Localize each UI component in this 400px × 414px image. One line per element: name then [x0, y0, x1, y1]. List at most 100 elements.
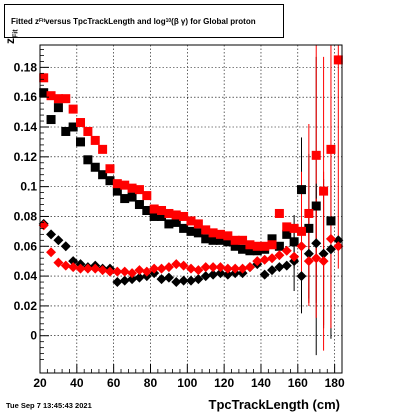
square-marker [157, 205, 167, 215]
square-marker [46, 115, 56, 125]
y-tick-label: 0.18 [14, 60, 38, 74]
square-marker [289, 237, 299, 247]
axis-ticks [39, 49, 336, 373]
diamond-marker [119, 266, 130, 277]
square-marker [282, 222, 292, 232]
y-axis-label-sub: Fit [12, 29, 20, 38]
diamond-marker [134, 265, 145, 276]
diamond-marker [325, 244, 336, 255]
square-marker [39, 73, 49, 83]
square-marker [83, 155, 93, 165]
diamond-marker [289, 251, 300, 262]
square-marker [201, 225, 211, 235]
diamond-marker [200, 262, 211, 273]
diamond-marker [68, 262, 79, 273]
diamond-marker [46, 247, 57, 258]
diamond-marker [296, 271, 307, 282]
square-marker [245, 246, 255, 256]
diamond-marker [208, 262, 219, 273]
data-markers [38, 55, 344, 288]
square-marker [238, 244, 248, 254]
y-tick-label: 0.02 [14, 299, 38, 313]
diamond-marker [178, 275, 189, 286]
square-marker [208, 228, 218, 238]
diamond-marker [237, 263, 248, 274]
x-tick-label: 100 [177, 376, 197, 390]
diamond-marker [303, 248, 314, 259]
square-marker [326, 144, 336, 154]
square-marker [39, 88, 49, 98]
square-marker [186, 216, 196, 226]
title-pre: Fitted z [11, 16, 39, 26]
square-marker [76, 137, 86, 147]
x-tick-label: 160 [288, 376, 308, 390]
diamond-marker [38, 220, 49, 231]
y-tick-label: 0.04 [14, 269, 38, 283]
square-marker [149, 204, 159, 214]
diamond-marker [244, 262, 255, 273]
square-marker [61, 94, 71, 104]
square-marker [171, 217, 181, 227]
square-marker [311, 150, 321, 160]
error-bars [293, 45, 339, 356]
square-marker [120, 180, 130, 190]
square-marker [208, 235, 218, 245]
square-marker [260, 241, 270, 251]
y-tick-label: 0.08 [14, 209, 38, 223]
y-tick-label: 0 [30, 329, 37, 343]
x-tick-label: 40 [70, 376, 84, 390]
square-marker [179, 223, 189, 233]
square-marker [120, 194, 130, 204]
diamond-marker [259, 269, 270, 280]
diamond-marker [149, 263, 160, 274]
y-tick-label: 0.06 [14, 239, 38, 253]
square-marker [230, 241, 240, 251]
diamond-marker [215, 268, 226, 279]
diamond-marker [163, 272, 174, 283]
square-marker [223, 237, 233, 247]
square-marker [289, 223, 299, 233]
square-marker [186, 226, 196, 236]
square-marker [326, 216, 336, 226]
diamond-marker [281, 245, 292, 256]
diamond-marker [90, 263, 101, 274]
diamond-marker [171, 277, 182, 288]
square-marker [105, 164, 115, 174]
diamond-marker [127, 268, 138, 279]
square-marker [223, 231, 233, 241]
chart-title: Fitted z Fit versus TpcTrackLength and lo… [4, 4, 284, 38]
square-marker [274, 208, 284, 218]
grid-lines [40, 45, 342, 373]
diamond-marker [186, 275, 196, 286]
y-axis-label-main: z [3, 38, 17, 44]
square-marker [238, 235, 248, 245]
diamond-marker [75, 263, 86, 274]
square-marker [142, 191, 152, 201]
plot-frame [39, 44, 343, 374]
diamond-marker [141, 266, 152, 277]
square-marker [333, 55, 343, 65]
square-marker [68, 104, 78, 114]
diamond-marker [60, 241, 71, 252]
x-tick-label: 20 [33, 376, 47, 390]
diamond-marker [68, 256, 79, 267]
square-marker [83, 126, 93, 136]
diamond-marker [60, 260, 71, 271]
diamond-marker [53, 235, 64, 246]
square-marker [245, 240, 255, 250]
square-marker [296, 185, 306, 195]
square-marker [134, 185, 144, 195]
square-marker [252, 241, 262, 251]
diamond-marker [104, 266, 115, 277]
y-tick-label: 0.1 [20, 180, 37, 194]
diamond-marker [274, 250, 285, 261]
diamond-marker [97, 265, 108, 276]
square-marker [274, 241, 284, 251]
square-marker [127, 183, 137, 193]
diamond-marker [311, 253, 322, 264]
diamond-marker [186, 263, 196, 274]
diamond-marker [267, 253, 278, 264]
diamond-marker [112, 277, 123, 288]
diamond-marker [325, 233, 336, 244]
